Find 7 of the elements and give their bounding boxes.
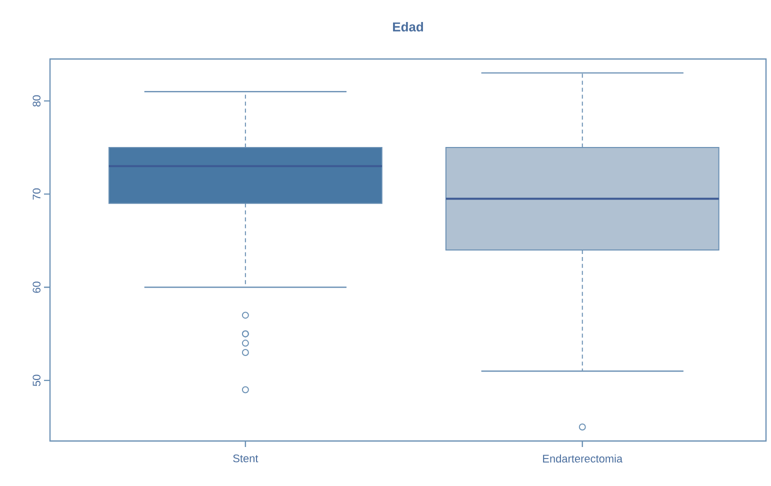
- y-tick-label: 60: [32, 282, 40, 293]
- x-tick-label: Endarterectomia: [543, 454, 623, 463]
- y-tick-label: 50: [32, 374, 40, 386]
- y-tick-label: 70: [32, 188, 40, 200]
- x-tick-label: Stent: [233, 454, 258, 462]
- chart-title: Edad: [393, 22, 423, 32]
- y-tick-label: 80: [32, 95, 40, 107]
